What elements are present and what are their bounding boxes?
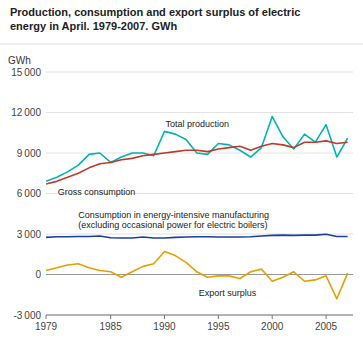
series-line xyxy=(46,141,348,184)
x-tick xyxy=(272,315,273,319)
series-line xyxy=(46,117,348,182)
x-axis xyxy=(46,315,353,316)
y-tick-label: 0 xyxy=(35,269,41,280)
grid xyxy=(46,72,353,315)
y-tick-label: 9 000 xyxy=(17,148,42,159)
grid-line xyxy=(46,112,353,113)
x-tick xyxy=(110,315,111,319)
y-tick-label: 15 000 xyxy=(11,67,41,78)
x-tick-label: 2000 xyxy=(261,321,284,332)
x-tick xyxy=(164,315,165,319)
chart: Production, consumption and export surpl… xyxy=(0,0,363,341)
x-tick-label: 1995 xyxy=(207,321,230,332)
x-tick-label: 1985 xyxy=(100,321,123,332)
series-label: Export surplus xyxy=(199,288,257,298)
x-tick-label: 2005 xyxy=(315,321,338,332)
y-tick-label: -3 000 xyxy=(13,310,41,321)
x-tick xyxy=(326,315,327,319)
y-tick-label: 6 000 xyxy=(17,188,42,199)
y-tick-label: 12 000 xyxy=(11,107,41,118)
x-tick xyxy=(218,315,219,319)
series-label: Total production xyxy=(165,119,229,129)
x-tick xyxy=(46,315,47,319)
series-line xyxy=(46,234,348,238)
series-line xyxy=(46,252,348,299)
series-label: Consumption in energy-intensive manufact… xyxy=(78,210,269,230)
title: Production, consumption and export surpl… xyxy=(10,6,300,32)
grid-line xyxy=(46,315,353,316)
y-tick-label: 3 000 xyxy=(17,229,42,240)
series-label: Gross consumption xyxy=(58,187,136,197)
grid-line xyxy=(46,72,353,73)
grid-line xyxy=(46,274,353,275)
x-tick-label: 1979 xyxy=(35,321,58,332)
x-tick-label: 1990 xyxy=(153,321,176,332)
separator xyxy=(0,44,363,45)
lines xyxy=(46,117,348,299)
y-label: GWh xyxy=(8,55,31,66)
